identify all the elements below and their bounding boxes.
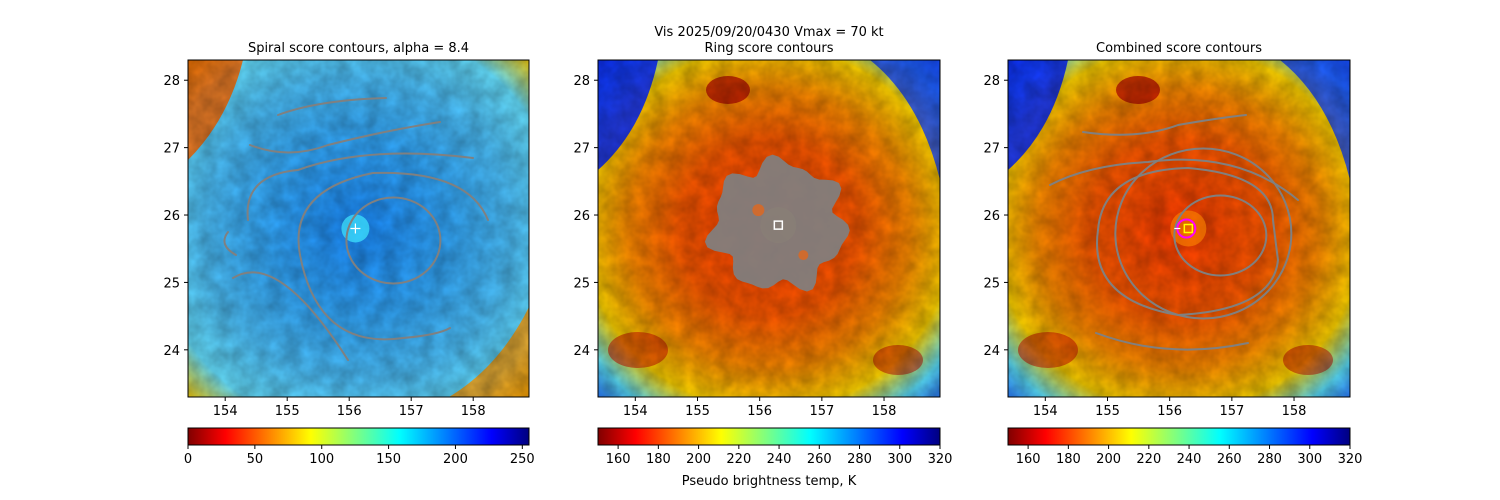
combined-center-marker [1183, 223, 1194, 234]
score-contour [277, 97, 387, 116]
y-tick-label: 27 [163, 142, 180, 157]
score-contour [1097, 166, 1274, 231]
heatmap-image [1008, 60, 1350, 397]
score-contour [299, 254, 451, 341]
center-marker [350, 223, 361, 234]
colorbar-tick-label: 200 [1096, 452, 1121, 467]
y-tick-label: 28 [163, 74, 180, 89]
gap [798, 250, 809, 261]
colorbar-tick-label: 200 [686, 452, 711, 467]
gap [752, 204, 765, 217]
score-contour [1082, 114, 1247, 136]
y-tick-label: 28 [983, 74, 1000, 89]
x-tick-label: 157 [399, 404, 424, 419]
x-tick-label: 158 [872, 404, 897, 419]
score-contour [223, 231, 237, 256]
y-tick-label: 28 [573, 74, 590, 89]
colorbar-tick-label: 260 [807, 452, 832, 467]
x-tick-label: 157 [809, 404, 834, 419]
score-contour [232, 271, 349, 361]
x-tick-label: 158 [1282, 404, 1307, 419]
colorbar-tick-label: 300 [1297, 452, 1322, 467]
x-tick-label: 156 [747, 404, 772, 419]
score-contour [1096, 219, 1280, 317]
colorbar-tick-label: 160 [1016, 452, 1041, 467]
x-tick-label: 154 [623, 404, 648, 419]
colorbar-tick-label: 320 [1338, 452, 1363, 467]
panel-title: Combined score contours [1096, 41, 1262, 56]
colorbar-tick-label: 240 [767, 452, 792, 467]
colorbar-tick-label: 50 [247, 452, 264, 467]
colorbar-tick-label: 180 [646, 452, 671, 467]
x-tick-label: 154 [213, 404, 238, 419]
colorbar-tick-label: 150 [376, 452, 401, 467]
figure-suptitle: Vis 2025/09/20/0430 Vmax = 70 kt [654, 25, 883, 40]
heatmap-image [188, 60, 529, 397]
colorbar-label: Pseudo brightness temp, K [682, 474, 857, 489]
score-contour [249, 121, 441, 154]
y-tick-label: 25 [163, 276, 180, 291]
colorbar [597, 427, 941, 446]
y-tick-label: 24 [983, 344, 1000, 359]
colorbar-tick-label: 250 [510, 452, 535, 467]
score-contour [1173, 194, 1268, 277]
colorbar-tick-label: 280 [847, 452, 872, 467]
colorbar-tick-label: 280 [1257, 452, 1282, 467]
colorbar-tick-label: 220 [1136, 452, 1161, 467]
score-contour [246, 152, 474, 221]
x-tick-label: 156 [337, 404, 362, 419]
y-tick-label: 27 [983, 142, 1000, 157]
score-contour [1049, 158, 1299, 201]
x-tick-label: 154 [1033, 404, 1058, 419]
x-tick-label: 155 [275, 404, 300, 419]
panel-combined: Combined score contours 154 155 156 157 158 24… [983, 41, 1362, 467]
center-marker [773, 220, 784, 230]
colorbar [1007, 427, 1351, 446]
axes-frame [187, 59, 530, 398]
colorbar-tick-label: 160 [606, 452, 631, 467]
panel-title: Ring score contours [704, 41, 833, 56]
y-tick-label: 27 [573, 142, 590, 157]
score-contour [1114, 147, 1293, 320]
y-tick-label: 25 [573, 276, 590, 291]
score-contour [345, 196, 442, 285]
score-contour [1095, 332, 1249, 351]
x-tick-label: 155 [1095, 404, 1120, 419]
colorbar-tick-label: 180 [1056, 452, 1081, 467]
y-tick-label: 24 [163, 344, 180, 359]
eye-region [1170, 210, 1207, 247]
y-tick-label: 26 [983, 209, 1000, 224]
panel-spiral: Spiral score contours, alpha = 8.4 154 155… [163, 41, 534, 467]
y-tick-label: 24 [573, 344, 590, 359]
colorbar-tick-label: 260 [1217, 452, 1242, 467]
colorbar-tick-label: 220 [726, 452, 751, 467]
panel-ring: Ring score contours 154 155 156 157 158 24 25 26… [573, 41, 952, 489]
colorbar-tick-label: 0 [184, 452, 192, 467]
x-tick-label: 158 [461, 404, 486, 419]
x-tick-label: 155 [685, 404, 710, 419]
axes-frame [1007, 59, 1351, 398]
colorbar-tick-label: 100 [309, 452, 334, 467]
ring-contour-cluster [704, 154, 850, 292]
colorbar-tick-label: 300 [887, 452, 912, 467]
colorbar-tick-label: 200 [443, 452, 468, 467]
y-tick-label: 26 [163, 209, 180, 224]
heatmap-image [598, 60, 940, 397]
colorbar-tick-label: 320 [928, 452, 953, 467]
panel-title: Spiral score contours, alpha = 8.4 [248, 41, 469, 56]
y-tick-label: 25 [983, 276, 1000, 291]
colorbar-tick-label: 240 [1177, 452, 1202, 467]
score-contour [297, 171, 489, 256]
y-tick-label: 26 [573, 209, 590, 224]
axes-frame [597, 59, 941, 398]
x-tick-label: 157 [1219, 404, 1244, 419]
colorbar [187, 427, 530, 446]
x-tick-label: 156 [1157, 404, 1182, 419]
